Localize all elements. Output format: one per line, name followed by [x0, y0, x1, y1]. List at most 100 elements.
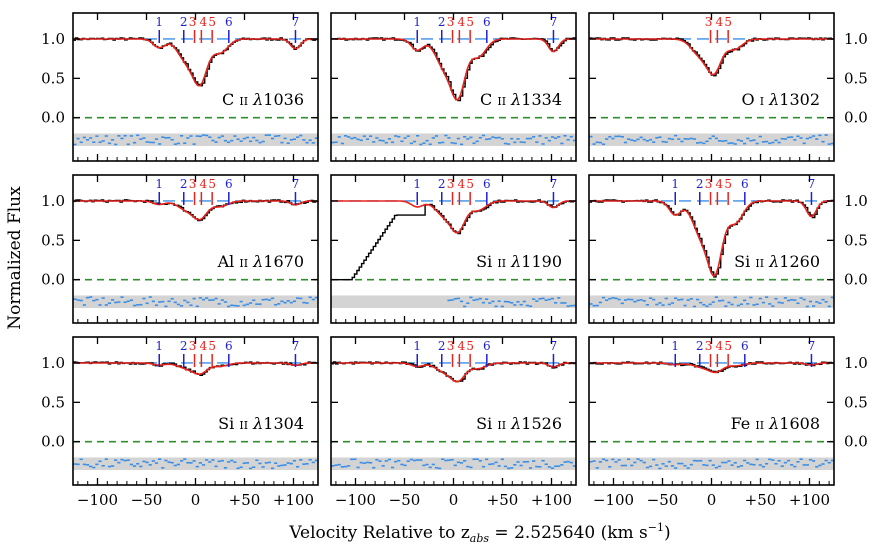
label-lambda: λ: [506, 90, 521, 109]
component-label-3: 3: [705, 177, 713, 191]
model-fit-series: [331, 38, 576, 101]
panel-si-ii-1304: 1 2 3 4 5 6 7 Si II λ1304 −100 −50 0 +50 +100 1.0 0.5 0…: [41, 336, 319, 509]
panel-al-ii-1670: 1 2 3 4 5 6 7 Al II λ1670 1.0 0.5 0.0: [41, 174, 319, 324]
label-wave: 1036: [263, 90, 304, 109]
component-label-7: 7: [292, 15, 300, 29]
y-tick-label-right: 0.0: [844, 433, 868, 451]
x-tick-label: +100: [789, 491, 830, 509]
component-label-6: 6: [741, 177, 749, 191]
label-ion: Si: [476, 414, 497, 433]
label-stage: I: [760, 95, 764, 108]
y-tick-label-right: 0.0: [844, 109, 868, 127]
x-tick-label: +50: [229, 491, 261, 509]
label-stage: II: [239, 95, 248, 108]
x-tick-label: −50: [389, 491, 421, 509]
x-tick-label: +100: [273, 491, 314, 509]
label-lambda: λ: [248, 252, 263, 271]
x-tick-label: 0: [449, 491, 459, 509]
component-label-4: 4: [458, 15, 466, 29]
model-fit-series: [331, 362, 576, 383]
label-wave: 1304: [263, 414, 304, 433]
transition-label: C II λ1036: [222, 90, 304, 109]
label-lambda: λ: [248, 90, 263, 109]
y-tick-label-right: 0.5: [844, 393, 868, 411]
residual-band: [589, 457, 834, 471]
component-label-5: 5: [466, 15, 474, 29]
residual-band: [331, 295, 576, 309]
x-tick-label: −50: [131, 491, 163, 509]
x-tick-label: −50: [647, 491, 679, 509]
component-label-3: 3: [705, 15, 713, 29]
residual-band: [589, 295, 834, 309]
x-label-sup: −1: [648, 521, 664, 534]
component-label-6: 6: [225, 177, 233, 191]
label-lambda: λ: [506, 414, 521, 433]
component-label-3: 3: [447, 177, 455, 191]
label-wave: 1608: [779, 414, 820, 433]
flux-data-series: [73, 37, 319, 87]
component-label-1: 1: [413, 339, 421, 353]
label-stage: II: [497, 419, 506, 432]
y-axis-label: Normalized Flux: [5, 186, 25, 330]
panel-si-ii-1526: 1 2 3 4 5 6 7 Si II λ1526 −100 −50 0 +50 +100: [330, 336, 577, 509]
x-tick-label: −100: [593, 491, 634, 509]
component-label-1: 1: [413, 15, 421, 29]
label-lambda: λ: [764, 252, 779, 271]
x-tick-label: +50: [745, 491, 777, 509]
panel-si-ii-1260: 1 2 3 4 5 6 7 Si II λ1260 1.0 0.5 0.0: [588, 174, 868, 324]
y-tick-label: 0.5: [41, 393, 65, 411]
label-stage: II: [497, 257, 506, 270]
transition-label: O I λ1302: [741, 90, 820, 109]
component-label-5: 5: [208, 177, 216, 191]
component-label-6: 6: [483, 339, 491, 353]
model-fit-series: [589, 38, 834, 76]
transition-label: Si II λ1526: [476, 414, 562, 433]
component-label-5: 5: [208, 15, 216, 29]
label-stage: II: [239, 257, 248, 270]
label-lambda: λ: [506, 252, 521, 271]
component-label-7: 7: [808, 339, 816, 353]
flux-data-series: [331, 361, 577, 383]
component-label-4: 4: [458, 177, 466, 191]
x-label-main: Velocity Relative to z: [288, 523, 469, 543]
component-label-4: 4: [716, 339, 724, 353]
model-fit-series: [73, 38, 318, 87]
label-ion: Al: [217, 252, 240, 271]
component-label-7: 7: [550, 339, 558, 353]
panel-o-i-1302: 3 4 5 O I λ1302 1.0 0.5 0.0: [588, 12, 868, 162]
component-label-5: 5: [208, 339, 216, 353]
y-tick-label-right: 0.0: [844, 271, 868, 289]
component-label-4: 4: [458, 339, 466, 353]
component-label-6: 6: [483, 15, 491, 29]
y-tick-label: 1.0: [41, 354, 65, 372]
label-wave: 1670: [263, 252, 304, 271]
component-label-3: 3: [189, 15, 197, 29]
label-wave: 1334: [521, 90, 562, 109]
component-label-7: 7: [550, 15, 558, 29]
component-label-6: 6: [483, 177, 491, 191]
label-stage: II: [239, 419, 248, 432]
x-tick-label: +50: [487, 491, 519, 509]
component-label-3: 3: [189, 339, 197, 353]
label-ion: C: [222, 90, 239, 109]
residual-band: [73, 457, 318, 471]
label-wave: 1526: [521, 414, 562, 433]
component-label-4: 4: [716, 177, 724, 191]
component-label-7: 7: [292, 177, 300, 191]
transition-label: Si II λ1260: [734, 252, 820, 271]
model-fit-series: [589, 362, 834, 374]
transition-label: Si II λ1304: [218, 414, 304, 433]
label-ion: Fe: [731, 414, 756, 433]
x-tick-label: +100: [531, 491, 572, 509]
component-label-2: 2: [696, 339, 704, 353]
x-axis-label: Velocity Relative to zabs = 2.525640 (km…: [288, 521, 670, 545]
label-lambda: λ: [764, 414, 779, 433]
y-tick-label: 0.5: [41, 69, 65, 87]
x-label-sub: abs: [470, 532, 490, 545]
component-label-3: 3: [447, 339, 455, 353]
y-tick-label: 0.0: [41, 433, 65, 451]
component-label-1: 1: [671, 339, 679, 353]
x-label-value: = 2.525640 (km s: [489, 523, 648, 543]
y-tick-label: 1.0: [41, 192, 65, 210]
